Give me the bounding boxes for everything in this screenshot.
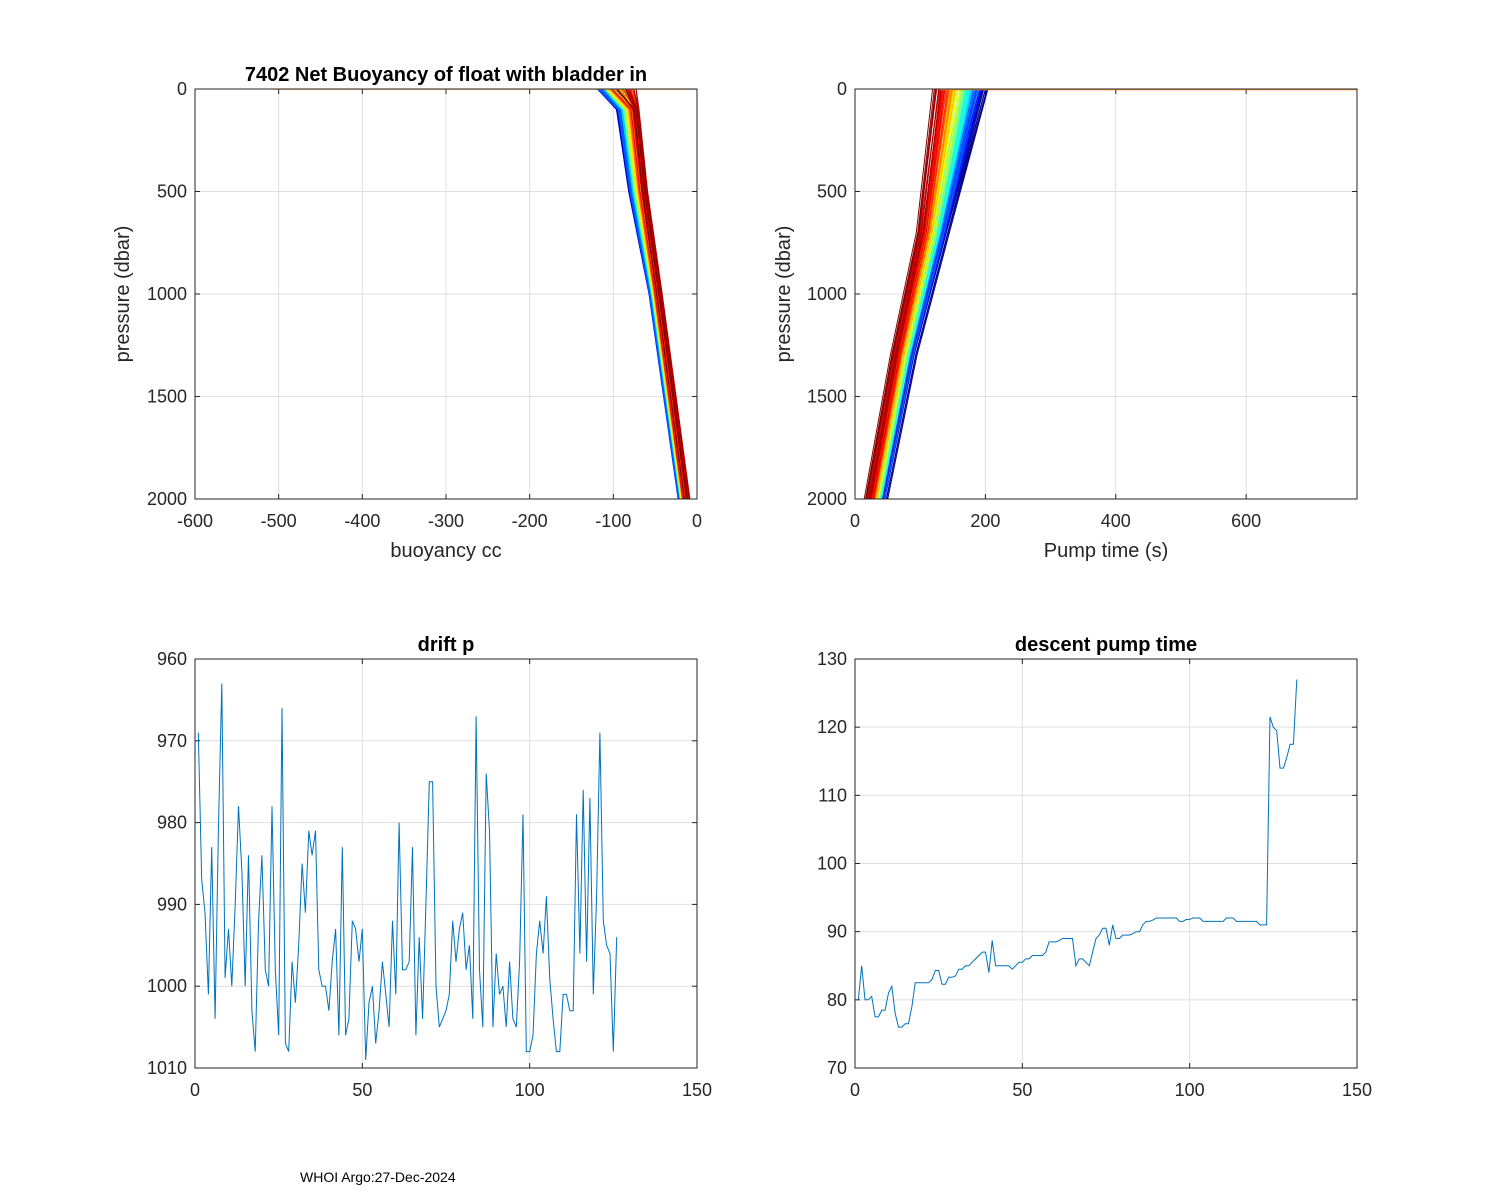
descentpump-xtick-label: 50 xyxy=(1012,1080,1032,1100)
buoyancy-profile-line xyxy=(616,89,685,499)
buoyancy-xtick-label: -400 xyxy=(344,511,380,531)
descent-pump-plot: descent pump time 0 50 100 150 70 80 90 100 110 1… xyxy=(817,634,1372,1100)
pumptime-profile-line xyxy=(873,89,948,499)
descent-pump-title: descent pump time xyxy=(1015,634,1197,656)
buoyancy-profile-line xyxy=(624,89,688,499)
descentpump-ytick-label: 100 xyxy=(817,854,847,874)
buoyancy-ytick-label: 2000 xyxy=(147,489,187,509)
pumptime-profile-line xyxy=(887,89,989,499)
footer-stamp: WHOI Argo:27-Dec-2024 xyxy=(300,1169,456,1185)
descentpump-ytick-label: 80 xyxy=(827,990,847,1010)
pumptime-profile-line xyxy=(868,89,940,499)
pumptime-profile-line xyxy=(876,89,956,499)
descentpump-ytick-label: 110 xyxy=(818,785,847,805)
descentpump-ytick-label: 90 xyxy=(827,922,847,942)
pumptime-xtick-label: 0 xyxy=(850,511,860,531)
driftp-xtick-label: 150 xyxy=(682,1080,712,1100)
pumptime-profile-line xyxy=(879,89,965,499)
buoyancy-xtick-label: -200 xyxy=(512,511,548,531)
pumptime-ytick-label: 1000 xyxy=(807,284,847,304)
pumptime-profile-line xyxy=(863,89,934,499)
buoyancy-ytick-label: 1500 xyxy=(147,387,187,407)
pumptime-profile-line xyxy=(866,89,937,499)
pumptime-profile-line xyxy=(885,89,987,499)
buoyancy-profile-line xyxy=(602,89,681,499)
pumptime-profile-line xyxy=(880,89,970,499)
pumptime-profile-line xyxy=(877,89,961,499)
pumptime-xtick-label: 400 xyxy=(1101,511,1131,531)
drift-p-plot: drift p 0 50 100 150 960 970 980 990 1000 1010 xyxy=(147,634,712,1100)
buoyancy-x-label: buoyancy cc xyxy=(390,540,501,562)
driftp-ytick-label: 1000 xyxy=(147,976,187,996)
driftp-xtick-label: 50 xyxy=(352,1080,372,1100)
buoyancy-profile-line xyxy=(605,89,682,499)
pumptime-x-label: Pump time (s) xyxy=(1044,540,1168,562)
pumptime-profile-line xyxy=(870,89,942,499)
buoyancy-y-label: pressure (dbar) xyxy=(112,226,134,363)
descentpump-ytick-label: 130 xyxy=(817,649,847,669)
buoyancy-plot: 7402 Net Buoyancy of float with bladder … xyxy=(112,64,702,562)
pumptime-ytick-label: 0 xyxy=(837,79,847,99)
descentpump-ytick-label: 120 xyxy=(817,717,847,737)
pumptime-xtick-label: 200 xyxy=(970,511,1000,531)
driftp-plot-area xyxy=(195,659,697,1068)
pumptime-profile-line xyxy=(883,89,979,499)
driftp-xtick-label: 100 xyxy=(515,1080,545,1100)
descentpump-xtick-label: 100 xyxy=(1175,1080,1205,1100)
buoyancy-profile-line xyxy=(607,89,683,499)
pumptime-plot: Pump time (s) pressure (dbar) 0 200 400 600… xyxy=(773,79,1358,562)
driftp-xtick-label: 0 xyxy=(190,1080,200,1100)
buoyancy-profile-line xyxy=(611,89,684,499)
buoyancy-profiles xyxy=(272,89,697,499)
pumptime-ytick-label: 2000 xyxy=(807,489,847,509)
descentpump-xtick-label: 150 xyxy=(1342,1080,1372,1100)
drift-p-series-line xyxy=(197,683,618,1060)
pumptime-axes-box xyxy=(854,88,1358,500)
driftp-ytick-label: 1010 xyxy=(147,1058,187,1078)
pumptime-xtick-label: 600 xyxy=(1231,511,1261,531)
pumptime-profile-line xyxy=(871,89,946,499)
buoyancy-profile-line xyxy=(599,89,680,499)
driftp-ytick-label: 960 xyxy=(157,649,187,669)
buoyancy-profile-line xyxy=(633,89,690,499)
descentpump-xtick-label: 0 xyxy=(850,1080,860,1100)
buoyancy-ytick-label: 1000 xyxy=(147,284,187,304)
descent-pump-series-line xyxy=(857,679,1298,1028)
driftp-ytick-label: 980 xyxy=(157,813,187,833)
buoyancy-ytick-label: 500 xyxy=(157,182,187,202)
descentpump-axes-box xyxy=(854,658,1358,1069)
pumptime-profile-line xyxy=(865,89,935,499)
buoyancy-xtick-label: -100 xyxy=(595,511,631,531)
pumptime-profile-line xyxy=(872,89,946,499)
pumptime-ytick-label: 500 xyxy=(817,182,847,202)
buoyancy-xtick-label: 0 xyxy=(692,511,702,531)
descentpump-ytick-label: 70 xyxy=(827,1058,847,1078)
driftp-ytick-label: 970 xyxy=(157,731,187,751)
driftp-axes-box xyxy=(194,658,698,1069)
pumptime-y-label: pressure (dbar) xyxy=(773,226,795,363)
buoyancy-profile-line xyxy=(622,89,687,499)
pumptime-profile-line xyxy=(874,89,953,499)
buoyancy-axes-box xyxy=(194,88,698,500)
buoyancy-xtick-label: -600 xyxy=(177,511,213,531)
buoyancy-ytick-label: 0 xyxy=(177,79,187,99)
pumptime-profile-line xyxy=(874,89,952,499)
driftp-ytick-label: 990 xyxy=(157,894,187,914)
pumptime-ytick-label: 1500 xyxy=(807,387,847,407)
pumptime-profiles xyxy=(863,89,1357,499)
buoyancy-xtick-label: -300 xyxy=(428,511,464,531)
buoyancy-xtick-label: -500 xyxy=(261,511,297,531)
buoyancy-plot-title: 7402 Net Buoyancy of float with bladder … xyxy=(245,64,647,86)
buoyancy-profile-line xyxy=(628,89,689,499)
buoyancy-profile-line xyxy=(597,89,679,499)
drift-p-title: drift p xyxy=(418,634,475,656)
